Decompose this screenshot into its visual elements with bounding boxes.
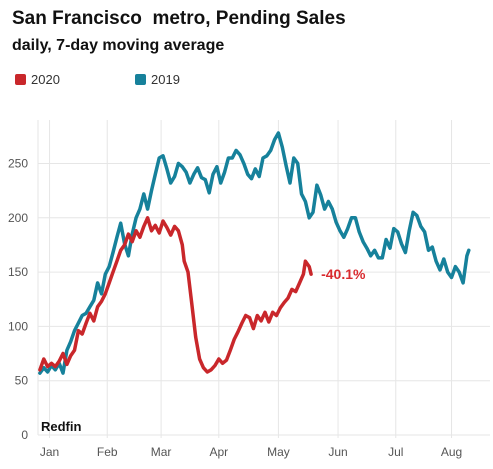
legend-label-2019: 2019: [151, 72, 180, 87]
legend: 2020 2019: [0, 72, 493, 92]
y-tick-label: 0: [21, 428, 28, 442]
series-line-2019: [38, 131, 471, 375]
y-tick-label: 200: [8, 211, 28, 225]
y-tick-label: 150: [8, 265, 28, 279]
x-tick-label: May: [267, 445, 290, 459]
chart-title: San Francisco metro, Pending Sales: [12, 8, 346, 29]
x-tick-label: Mar: [151, 445, 172, 459]
legend-item-2020[interactable]: 2020: [15, 72, 60, 87]
change-annotation: -40.1%: [321, 266, 366, 282]
series-lines: [38, 131, 471, 375]
source-label: Redfin: [41, 419, 82, 434]
x-axis: Jan Feb Mar Apr May Jun Jul Aug: [40, 445, 462, 459]
y-tick-label: 250: [8, 156, 28, 170]
y-tick-label: 50: [15, 374, 29, 388]
legend-swatch-2020: [15, 74, 26, 85]
x-tick-label: Jul: [388, 445, 403, 459]
legend-swatch-2019: [135, 74, 146, 85]
y-tick-label: 100: [8, 319, 28, 333]
x-tick-label: Aug: [441, 445, 462, 459]
legend-label-2020: 2020: [31, 72, 60, 87]
legend-item-2019[interactable]: 2019: [135, 72, 180, 87]
series-line-2020: [38, 216, 313, 374]
x-tick-label: Apr: [209, 445, 228, 459]
x-tick-label: Jun: [328, 445, 347, 459]
chart-subtitle: daily, 7-day moving average: [12, 37, 225, 54]
y-axis: 0 50 100 150 200 250: [8, 156, 28, 442]
x-tick-label: Feb: [97, 445, 118, 459]
x-tick-label: Jan: [40, 445, 59, 459]
